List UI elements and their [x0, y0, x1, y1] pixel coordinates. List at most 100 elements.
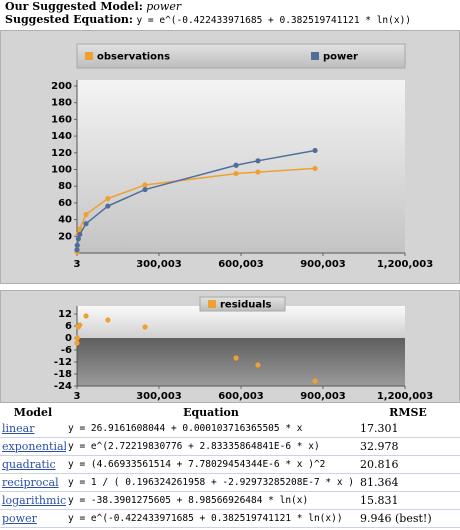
legend — [199, 296, 286, 312]
legend-label: power — [323, 52, 358, 63]
table-row: logarithmic y = -38.3901275605 + 8.985669… — [0, 491, 460, 510]
legend — [76, 43, 406, 69]
scatter-point — [74, 335, 80, 341]
y-tick-label: 180 — [51, 98, 72, 109]
y-tick-label: 20 — [58, 231, 72, 242]
table-cell: y = 1 / ( 0.196324261958 + -2.9297328520… — [66, 473, 356, 492]
legend-label: observations — [97, 52, 170, 63]
x-tick-label: 900,003 — [300, 391, 346, 402]
scatter-point — [105, 317, 111, 323]
table-cell: quadratic — [0, 455, 66, 474]
x-tick-label: 600,003 — [218, 259, 264, 270]
x-tick-label: 1,200,003 — [377, 259, 433, 270]
x-tick-label: 300,003 — [136, 259, 182, 270]
table-cell: reciprocal — [0, 473, 66, 492]
series-point — [233, 170, 239, 177]
model-link[interactable]: linear — [2, 422, 35, 435]
table-cell: 15.831 — [356, 491, 460, 510]
series-point — [142, 186, 148, 193]
y-tick-label: 12 — [58, 309, 72, 320]
y-tick-label: 140 — [51, 131, 72, 142]
series-point — [74, 247, 80, 253]
model-link[interactable]: exponential — [2, 440, 66, 453]
table-cell: logarithmic — [0, 491, 66, 510]
table-cell: 17.301 — [356, 420, 460, 438]
y-tick-label: 160 — [51, 114, 72, 125]
y-tick-label: -18 — [54, 369, 72, 380]
model-link[interactable]: reciprocal — [2, 476, 59, 489]
plot-area — [77, 80, 405, 253]
table-cell: exponential — [0, 437, 66, 456]
table-row: power y = e^(-0.422433971685 + 0.38251974… — [0, 509, 460, 528]
scatter-point — [142, 324, 148, 330]
series-point — [75, 236, 81, 242]
equation-line: Suggested Equation: y = e^(-0.4224339716… — [5, 13, 460, 26]
scatter-point — [83, 313, 89, 319]
legend-swatch — [208, 300, 216, 308]
y-tick-label: 80 — [58, 181, 72, 192]
series-point — [105, 203, 111, 209]
table-cell: linear — [0, 420, 66, 438]
table-cell: y = e^(-0.422433971685 + 0.382519741121 … — [66, 509, 356, 528]
series-point — [142, 182, 148, 188]
model-label: Our Suggested Model: — [5, 0, 143, 13]
scatter-point — [255, 362, 261, 368]
column-header: Model — [13, 405, 53, 419]
series-point — [77, 231, 83, 238]
table-row: exponential y = e^(2.72219830776 + 2.8333… — [0, 437, 460, 456]
x-tick-label: 1,200,003 — [377, 391, 433, 402]
series-point — [105, 195, 111, 202]
equation-label: Suggested Equation: — [5, 13, 133, 26]
y-tick-label: 120 — [51, 148, 72, 159]
series-point — [74, 242, 80, 248]
model-line: Our Suggested Model: power — [5, 0, 460, 13]
table-cell: 32.978 — [356, 437, 460, 456]
y-tick-label: 100 — [51, 165, 72, 176]
scatter-point — [74, 340, 80, 346]
y-tick-label: -12 — [54, 357, 72, 368]
summary: Our Suggested Model: power Suggested Equ… — [5, 0, 460, 26]
model-link[interactable]: logarithmic — [2, 494, 66, 507]
model-link[interactable]: quadratic — [2, 458, 56, 471]
charts: observations power 20 40 60 80 100 120 140 160 180… — [0, 30, 460, 403]
series-line — [76, 149, 316, 250]
plot-area-negative — [77, 338, 405, 386]
table-cell: 81.364 — [356, 473, 460, 492]
table-row: linear y = 26.9161608044 + 0.000103716365… — [0, 420, 460, 438]
y-tick-label: 40 — [58, 215, 72, 226]
series-point — [83, 211, 89, 218]
table-cell: y = -38.3901275605 + 8.98566926484 * ln(… — [66, 491, 356, 510]
equation: y = e^(-0.422433971685 + 0.382519741121 … — [136, 15, 412, 26]
legend-swatch — [85, 52, 93, 60]
table-body: linear y = 26.9161608044 + 0.000103716365… — [0, 420, 460, 528]
y-tick-label: 60 — [58, 198, 72, 209]
y-tick-label: 6 — [65, 321, 72, 332]
y-tick-label: -24 — [54, 381, 72, 392]
y-tick-label: -6 — [61, 345, 72, 356]
table-cell: power — [0, 509, 66, 528]
table-row: quadratic y = (4.66933561514 + 7.78029454… — [0, 455, 460, 474]
x-tick-label: 300,003 — [136, 391, 182, 402]
model-link[interactable]: power — [2, 512, 37, 525]
table-cell: y = 26.9161608044 + 0.000103716365505 * … — [66, 420, 356, 438]
series-point — [255, 169, 261, 175]
series-point — [233, 162, 239, 168]
scatter-point — [233, 355, 239, 361]
x-tick-label: 3 — [74, 391, 81, 402]
legend-swatch — [311, 52, 319, 60]
y-tick-label: 200 — [51, 81, 72, 92]
model-name: power — [146, 0, 182, 13]
series-point — [312, 165, 318, 172]
table-row: reciprocal y = 1 / ( 0.196324261958 + -2.… — [0, 473, 460, 492]
x-tick-label: 600,003 — [218, 391, 264, 402]
x-tick-label: 3 — [74, 259, 81, 270]
table-cell: 9.946 (best!) — [356, 509, 460, 528]
model-table: Model Equation RMSE linear y = 26.916160804… — [0, 404, 460, 528]
scatter-point — [312, 378, 318, 384]
table-cell: y = e^(2.72219830776 + 2.83335864841E-6 … — [66, 437, 356, 456]
series-point — [255, 158, 261, 164]
table-cell: 20.816 — [356, 455, 460, 474]
legend-label: residuals — [220, 300, 272, 311]
table-cell: y = (4.66933561514 + 7.78029454344E-6 * … — [66, 455, 356, 474]
column-header: RMSE — [389, 405, 427, 419]
